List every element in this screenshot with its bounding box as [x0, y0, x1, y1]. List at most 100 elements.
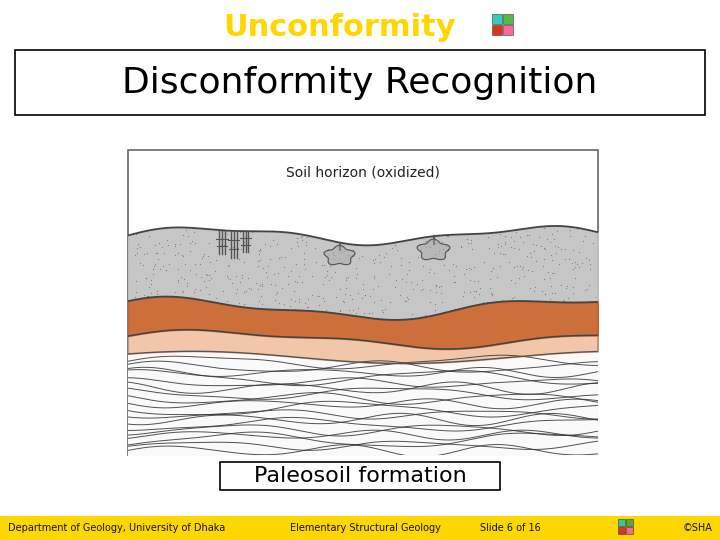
- Point: [546, 255, 558, 264]
- Point: [359, 291, 371, 300]
- Point: [292, 234, 303, 242]
- Point: [461, 235, 472, 244]
- Point: [399, 296, 410, 305]
- Point: [236, 271, 248, 279]
- Text: Soil horizon (oxidized): Soil horizon (oxidized): [286, 165, 440, 179]
- Point: [238, 258, 250, 266]
- Text: Paleosoil formation: Paleosoil formation: [253, 466, 467, 486]
- Point: [501, 297, 513, 306]
- Point: [264, 255, 276, 264]
- Point: [485, 289, 497, 298]
- Point: [230, 289, 242, 298]
- Point: [194, 273, 206, 282]
- Point: [310, 258, 322, 267]
- Point: [221, 296, 233, 305]
- Point: [318, 297, 330, 306]
- Point: [538, 224, 549, 233]
- Point: [468, 262, 480, 271]
- Point: [508, 263, 520, 272]
- Point: [458, 288, 469, 296]
- Point: [449, 278, 460, 286]
- Point: [528, 247, 540, 256]
- Point: [470, 286, 482, 295]
- Point: [148, 262, 160, 271]
- Point: [256, 280, 268, 288]
- Point: [521, 231, 533, 239]
- Point: [558, 297, 570, 306]
- Point: [546, 251, 557, 260]
- Point: [503, 258, 515, 266]
- Point: [300, 299, 311, 308]
- Point: [258, 264, 269, 272]
- Point: [571, 224, 582, 233]
- Point: [402, 294, 414, 303]
- Bar: [128, 150, 598, 455]
- Point: [179, 260, 191, 268]
- Point: [348, 306, 359, 315]
- Point: [499, 237, 510, 246]
- Point: [300, 238, 312, 247]
- Point: [163, 260, 175, 268]
- Bar: [626, 527, 633, 534]
- Point: [474, 284, 485, 293]
- Point: [567, 282, 578, 291]
- Point: [149, 260, 161, 268]
- Point: [455, 243, 467, 252]
- Point: [293, 272, 305, 281]
- Point: [429, 249, 441, 258]
- Point: [431, 282, 442, 291]
- Point: [391, 276, 402, 285]
- Point: [203, 271, 215, 279]
- Point: [289, 276, 300, 285]
- Point: [449, 272, 460, 281]
- Point: [279, 300, 290, 309]
- Point: [288, 287, 300, 295]
- Point: [265, 280, 276, 289]
- Point: [511, 261, 523, 270]
- Point: [494, 262, 505, 271]
- Point: [402, 293, 413, 301]
- Point: [440, 242, 451, 251]
- Point: [379, 252, 390, 261]
- Point: [210, 255, 222, 264]
- Bar: [618, 519, 625, 526]
- Point: [210, 294, 222, 302]
- Point: [322, 271, 333, 279]
- Point: [158, 248, 169, 257]
- Point: [420, 237, 431, 245]
- Point: [225, 274, 236, 283]
- Point: [364, 292, 376, 300]
- Point: [296, 236, 307, 245]
- Point: [233, 244, 244, 252]
- Point: [347, 246, 359, 254]
- Point: [260, 268, 271, 276]
- Point: [549, 242, 561, 251]
- Point: [342, 273, 354, 282]
- Point: [134, 242, 145, 251]
- Point: [150, 248, 162, 257]
- Point: [484, 284, 495, 292]
- Point: [549, 289, 560, 298]
- Point: [539, 245, 550, 253]
- Point: [346, 252, 358, 260]
- Point: [253, 250, 265, 259]
- Point: [338, 247, 350, 255]
- Polygon shape: [324, 245, 355, 265]
- Point: [147, 269, 158, 278]
- Point: [255, 246, 266, 254]
- Point: [442, 231, 454, 240]
- Point: [548, 269, 559, 278]
- Point: [173, 265, 184, 273]
- Point: [301, 232, 312, 241]
- Point: [396, 275, 408, 284]
- Point: [375, 296, 387, 305]
- Point: [529, 282, 541, 291]
- Point: [317, 293, 328, 302]
- Point: [251, 279, 262, 288]
- Point: [300, 265, 311, 274]
- Point: [338, 239, 350, 248]
- Point: [443, 266, 454, 275]
- Point: [294, 295, 305, 303]
- Point: [322, 245, 333, 253]
- Point: [454, 303, 465, 312]
